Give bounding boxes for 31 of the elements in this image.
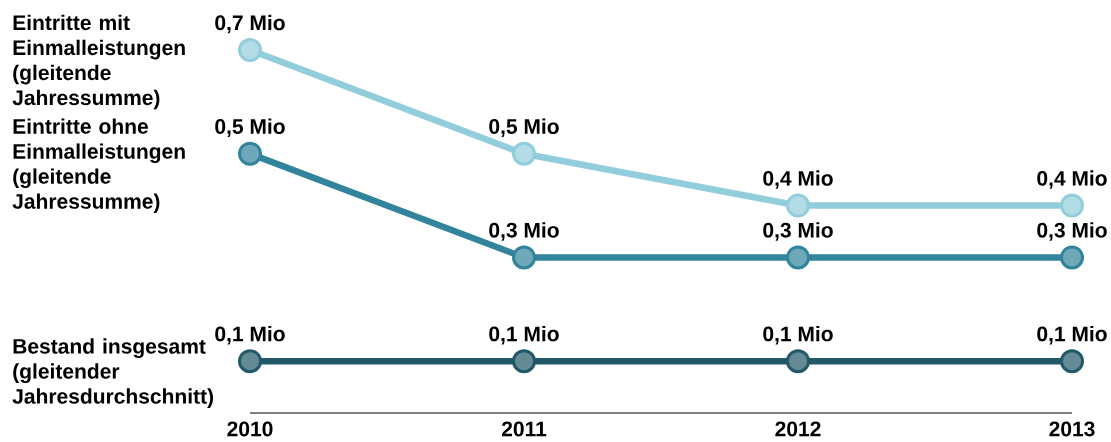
x-tick-label: 2013 xyxy=(1049,421,1095,437)
data-label: 0,1 Mio xyxy=(489,325,559,345)
point xyxy=(1060,349,1085,374)
data-label: 0,7 Mio xyxy=(215,14,285,34)
data-label: 0,5 Mio xyxy=(215,118,285,137)
text: Eintritte ohne Einmalleistungen (gleitende Jahressumme) xyxy=(12,118,185,213)
text: Eintritte mit Einmalleistungen (gleitende Jahressumme) xyxy=(12,14,185,110)
data-label: 0,4 Mio xyxy=(1037,170,1107,189)
point xyxy=(238,141,262,166)
data-label: 0,4 Mio xyxy=(763,170,833,189)
data-label: 0,3 Mio xyxy=(489,222,559,241)
point xyxy=(786,349,810,374)
point xyxy=(512,245,536,270)
x-tick-label: 2011 xyxy=(501,421,547,437)
point xyxy=(512,141,536,166)
point xyxy=(786,193,810,218)
legend-label: Bestand insgesamt (gleitender Jahresdurchschnitt) xyxy=(12,338,214,408)
point xyxy=(1060,193,1085,218)
data-label: 0,3 Mio xyxy=(1037,222,1107,241)
point xyxy=(1060,245,1085,270)
data-label: 0,5 Mio xyxy=(489,118,559,137)
data-label: 0,1 Mio xyxy=(763,325,833,345)
data-label: 0,3 Mio xyxy=(763,222,833,241)
data-label: 0,1 Mio xyxy=(1037,325,1107,345)
data-label: 0,1 Mio xyxy=(215,325,285,345)
point xyxy=(786,245,810,270)
x-tick-label: 2012 xyxy=(775,421,821,437)
point xyxy=(238,38,262,62)
x-tick-label: 2010 xyxy=(227,421,273,437)
point xyxy=(238,349,262,374)
point xyxy=(512,349,536,374)
